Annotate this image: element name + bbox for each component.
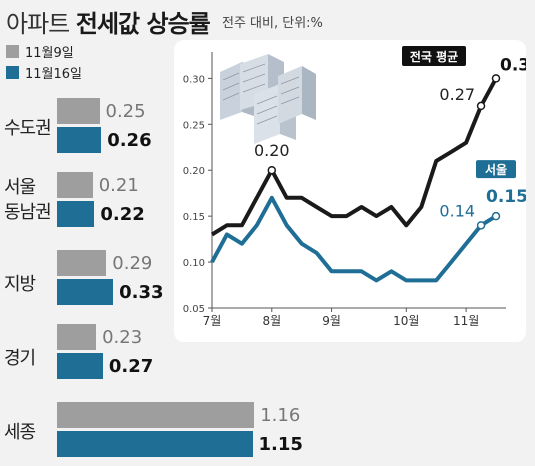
data-label: 0.14 <box>439 201 475 220</box>
series-tag-seoul <box>476 160 516 179</box>
point-marker <box>476 101 486 111</box>
x-tick-label: 8월 <box>262 314 281 328</box>
data-label: 0.15 <box>486 187 526 207</box>
bar-category-label: 동남권 <box>4 202 52 223</box>
chart-title: 아파트 전세값 상승률 <box>6 4 211 39</box>
point-marker <box>491 211 501 221</box>
series-name-national: 전국 평균 <box>410 49 458 64</box>
legend-item-prev: 11월9일 <box>6 42 74 61</box>
bar-value-label: 0.21 <box>98 175 139 196</box>
bar-value-label: 0.25 <box>105 101 146 122</box>
bar-curr <box>57 127 102 153</box>
data-label: 0.20 <box>254 141 290 160</box>
point-marker <box>491 74 501 83</box>
legend-swatch-curr <box>6 66 19 79</box>
series-line-national <box>210 77 498 237</box>
y-tick-label: 0.10 <box>183 258 205 269</box>
series-name-seoul: 서울 <box>485 162 507 177</box>
line-chart-panel: 0.30 0.25 0.20 0.15 0.10 0.05 7월 8월 9월 10월 11월 0.20… <box>174 40 535 342</box>
building-illustration <box>220 54 316 144</box>
bar-category-label: 지방 <box>4 274 36 295</box>
legend-item-curr: 11월16일 <box>6 63 82 82</box>
data-label: 0.27 <box>439 85 475 104</box>
bar-value-label: 0.22 <box>100 204 145 225</box>
bar-value-label: 0.26 <box>107 130 152 151</box>
series-line-seoul <box>210 195 498 283</box>
bar-prev <box>57 324 97 350</box>
bar-curr <box>57 353 103 379</box>
bar-value-label: 0.33 <box>119 282 164 303</box>
y-tick-label: 0.25 <box>183 120 205 131</box>
bar-value-label: 1.15 <box>258 434 303 455</box>
title-main: 전세값 상승률 <box>75 10 211 38</box>
legend-label-prev: 11월9일 <box>25 46 74 61</box>
bar-value-label: 0.29 <box>112 253 153 274</box>
bar-value-label: 1.16 <box>260 405 301 426</box>
x-tick-label: 11월 <box>453 314 479 328</box>
title-prefix: 아파트 <box>6 10 70 38</box>
bar-prev <box>57 98 100 124</box>
bar-category-label: 서울 <box>4 177 36 198</box>
bar-value-label: 0.27 <box>108 356 154 377</box>
legend-swatch-prev <box>6 45 19 58</box>
bar-curr <box>57 431 253 457</box>
y-tick-label: 0.15 <box>183 212 205 223</box>
bar-category-label: 세종 <box>4 422 36 443</box>
data-label: 0.30 <box>500 55 526 75</box>
unit-note: 전주 대비, 단위:% <box>222 16 323 31</box>
y-tick-label: 0.20 <box>183 166 205 177</box>
bar-value-label: 0.23 <box>102 327 143 348</box>
legend-label-curr: 11월16일 <box>25 67 83 82</box>
point-marker <box>267 165 277 175</box>
bar-curr <box>57 201 95 227</box>
bar-category-label: 수도권 <box>4 118 52 139</box>
bar-curr <box>57 279 114 305</box>
x-tick-label: 10월 <box>393 314 419 328</box>
point-marker <box>476 221 486 230</box>
x-tick-label: 9월 <box>322 314 341 328</box>
bar-prev <box>57 172 93 198</box>
bar-prev <box>57 250 107 276</box>
y-tick-label: 0.30 <box>183 74 205 85</box>
y-tick-label: 0.05 <box>183 304 205 315</box>
x-tick-label: 7월 <box>203 314 222 328</box>
bar-prev <box>57 402 255 428</box>
series-tag-national <box>402 46 466 66</box>
bar-category-label: 경기 <box>4 348 36 369</box>
